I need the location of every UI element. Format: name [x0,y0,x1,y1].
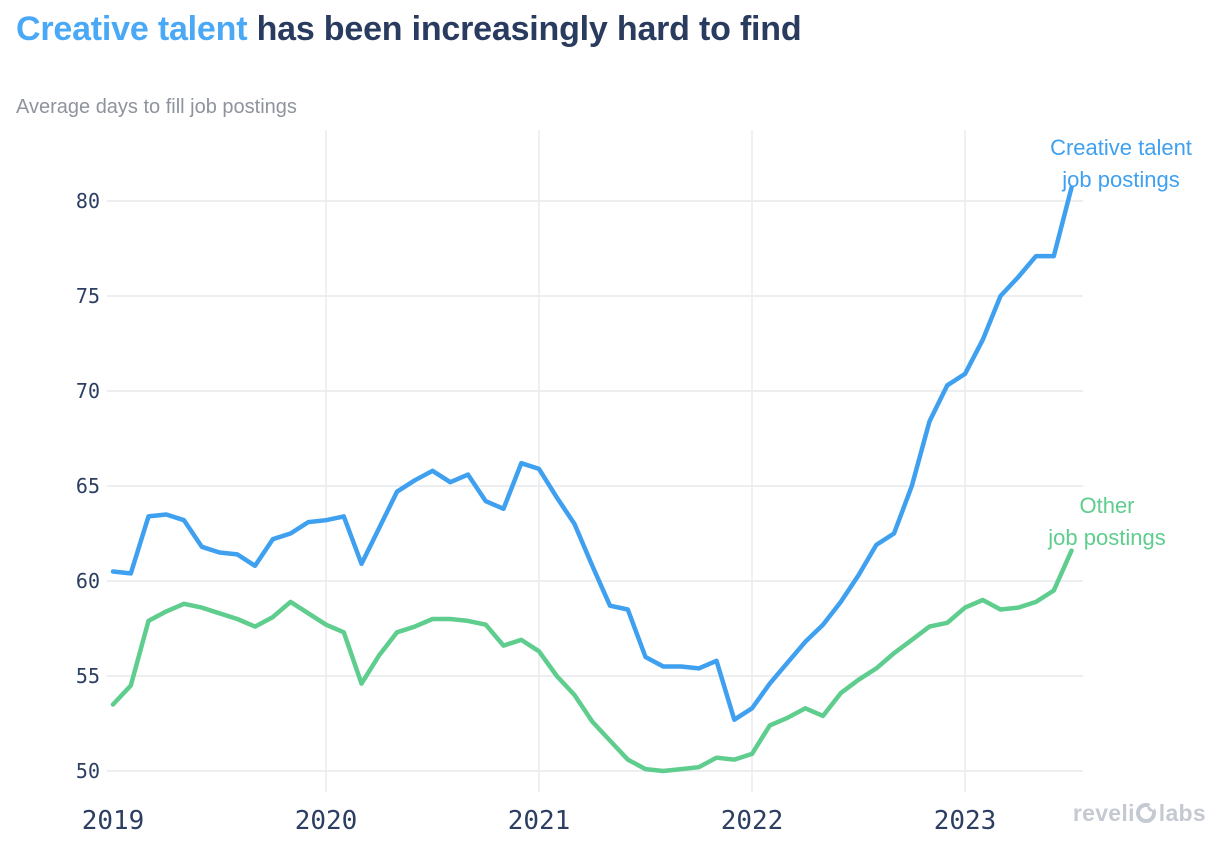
y-tick-label-70: 70 [76,379,100,403]
y-tick-label-55: 55 [76,664,100,688]
x-tick-label-2019: 2019 [82,806,145,836]
title-accent: Creative talent [16,10,248,48]
y-tick-label-60: 60 [76,569,100,593]
title-rest: has been increasingly hard to find [247,10,802,48]
x-tick-label-2022: 2022 [721,806,784,836]
page-title: Creative talent has been increasingly ha… [16,10,802,49]
logo-o-icon [1135,803,1156,823]
logo-text-reveli: reveli [1072,800,1135,826]
series-label-other: Other job postings [1002,490,1212,554]
series-label-creative-talent-line2: job postings [1062,167,1180,192]
series-label-other-line1: Other [1079,493,1135,518]
series-label-creative-talent-line1: Creative talent [1050,135,1192,160]
x-tick-label-2023: 2023 [934,806,997,836]
y-tick-label-65: 65 [76,474,100,498]
y-tick-label-75: 75 [76,284,100,308]
logo-text-labs: labs [1158,800,1206,826]
creative-talent-line [110,185,1074,722]
other-line [110,548,1074,774]
x-tick-label-2020: 2020 [295,806,358,836]
y-tick-label-50: 50 [76,759,100,783]
series-label-other-line2: job postings [1048,525,1166,550]
revelio-labs-logo: reveli labs [1073,800,1206,827]
series-label-creative-talent: Creative talent job postings [1016,132,1226,196]
x-tick-label-2021: 2021 [508,806,571,836]
y-tick-label-80: 80 [76,189,100,213]
chart-subtitle: Average days to fill job postings [16,96,297,118]
